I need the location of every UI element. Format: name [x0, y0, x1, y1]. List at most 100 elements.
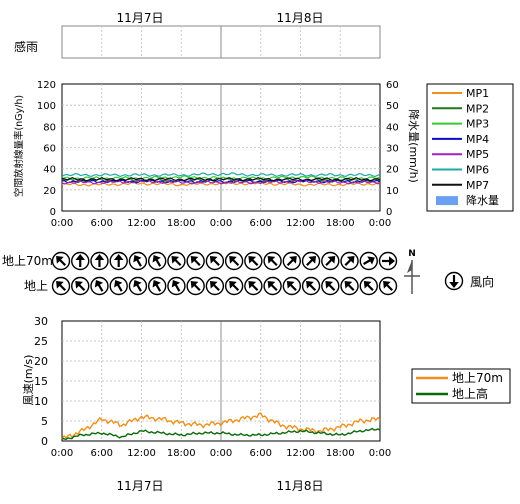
wind-arrow — [286, 256, 297, 267]
wind-arrow — [306, 281, 317, 292]
wind-arrow — [75, 281, 86, 292]
wind-dir-label-70m: 地上70m — [2, 254, 53, 268]
wind-speed-chart: 0 5 10 15 20 25 30 0:00 6:00 12:00 18:00 0:00 6:00 12… — [34, 315, 391, 459]
wind-arrow-head — [94, 254, 105, 260]
speed-ytick: 25 — [34, 335, 48, 348]
wind-arrow — [344, 281, 355, 292]
dose-ytick-right: 20 — [386, 165, 399, 176]
wind-direction-rows — [51, 251, 398, 296]
wind-dir-ground-marker — [282, 276, 302, 296]
wind-arrow-head — [114, 279, 123, 288]
dose-ytick-right: 60 — [386, 80, 399, 91]
wind-arrow-head — [308, 256, 317, 264]
dose-ytick-left: 60 — [43, 144, 56, 155]
wind-dir-70m-marker — [186, 251, 205, 271]
dose-xtick: 18:00 — [326, 218, 355, 229]
wind-arrow — [133, 254, 142, 267]
wind-arrow — [306, 256, 317, 267]
speed-ytick: 20 — [34, 355, 48, 368]
wind-arrow — [190, 256, 201, 267]
wind-arrow-head — [367, 256, 375, 265]
speed-xtick: 0:00 — [210, 448, 232, 459]
wind-dir-70m-marker — [359, 251, 378, 271]
wind-dir-ground-marker — [109, 276, 128, 296]
dose-legend-label: MP3 — [466, 118, 489, 131]
wind-arrow-head — [152, 279, 161, 288]
dose-ytick-right: 10 — [386, 186, 399, 197]
wind-arrow — [248, 256, 259, 267]
wind-dir-70m-marker — [128, 251, 148, 271]
speed-ytick: 10 — [34, 395, 48, 408]
wind-dir-ground-marker — [167, 276, 186, 296]
speed-series-ground — [61, 427, 381, 441]
wind-arrow — [152, 254, 162, 267]
wind-arrow-head — [133, 254, 142, 263]
wind-arrow-head — [171, 279, 181, 288]
wind-arrow — [190, 281, 201, 292]
wind-arrow — [267, 281, 278, 292]
wind-arrow — [94, 254, 105, 267]
wind-arrow-head — [56, 281, 64, 289]
speed-ytick: 5 — [41, 415, 48, 428]
wind-arrow — [209, 256, 220, 267]
wind-dir-ground-marker — [51, 276, 71, 296]
speed-legend-label: 地上70m — [452, 371, 503, 385]
wind-arrow-head — [113, 254, 124, 260]
dose-ytick-right: 30 — [386, 144, 399, 155]
speed-xtick: 18:00 — [326, 448, 355, 459]
speed-xtick: 12:00 — [286, 448, 315, 459]
wind-arrow-head — [449, 282, 459, 288]
wind-arrow-head — [344, 281, 353, 289]
speed-ylabel: 風速(m/s) — [22, 355, 35, 406]
wind-arrow — [449, 275, 459, 288]
wind-dir-ground-marker — [378, 276, 398, 296]
wind-arrow-head — [229, 256, 237, 264]
dose-series-mp5 — [61, 179, 381, 185]
wind-arrow-head — [171, 256, 180, 264]
dose-series-mp7 — [61, 177, 381, 182]
speed-xtick: 0:00 — [51, 448, 73, 459]
rain-sense-label: 感雨 — [14, 39, 38, 54]
wind-dir-70m-marker — [71, 251, 90, 271]
wind-arrow — [382, 256, 395, 266]
wind-direction-legend-icon — [444, 271, 464, 291]
wind-dir-70m-marker — [321, 251, 340, 271]
wind-arrow — [325, 256, 336, 267]
wind-arrow — [344, 256, 355, 267]
wind-dir-ground-marker — [205, 276, 225, 296]
wind-arrow — [383, 281, 394, 292]
wind-dir-70m-marker — [51, 251, 71, 271]
wind-arrow — [75, 254, 86, 267]
wind-arrow — [363, 281, 374, 292]
wind-arrow — [209, 281, 220, 292]
wind-arrow-head — [286, 281, 295, 289]
dose-rate-chart: 0 20 40 60 80 100 120 0 10 20 30 40 50 60 0:00 6:00 12:0… — [37, 80, 399, 229]
wind-arrow — [325, 281, 336, 292]
dose-ytick-right: 40 — [386, 122, 399, 133]
wind-dir-70m-marker — [263, 251, 282, 271]
dose-ytick-left: 0 — [50, 207, 56, 218]
wind-arrow — [229, 256, 240, 267]
wind-arrow-head — [152, 254, 161, 263]
date-label-day1: 11月7日 — [117, 11, 164, 25]
speed-xtick: 6:00 — [250, 448, 272, 459]
speed-ytick: 15 — [34, 375, 48, 388]
wind-arrow-head — [267, 281, 276, 289]
date-label-day2-bottom: 11月8日 — [277, 479, 324, 493]
dose-ylabel-left: 空間放射線量率(nGy/h) — [13, 95, 25, 197]
wind-arrow-head — [346, 256, 355, 264]
wind-dir-ground-marker — [301, 276, 321, 296]
wind-dir-ground-marker — [244, 276, 263, 296]
wind-dir-70m-marker — [90, 251, 109, 271]
wind-dir-70m-marker — [147, 251, 167, 271]
wind-arrow-head — [306, 281, 314, 289]
dose-xtick: 0:00 — [51, 218, 73, 229]
wind-arrow-head — [289, 256, 297, 264]
wind-arrow — [56, 256, 67, 267]
dose-legend-label: 降水量 — [466, 193, 499, 207]
speed-xtick: 6:00 — [91, 448, 113, 459]
dose-legend-label: MP1 — [466, 87, 489, 100]
